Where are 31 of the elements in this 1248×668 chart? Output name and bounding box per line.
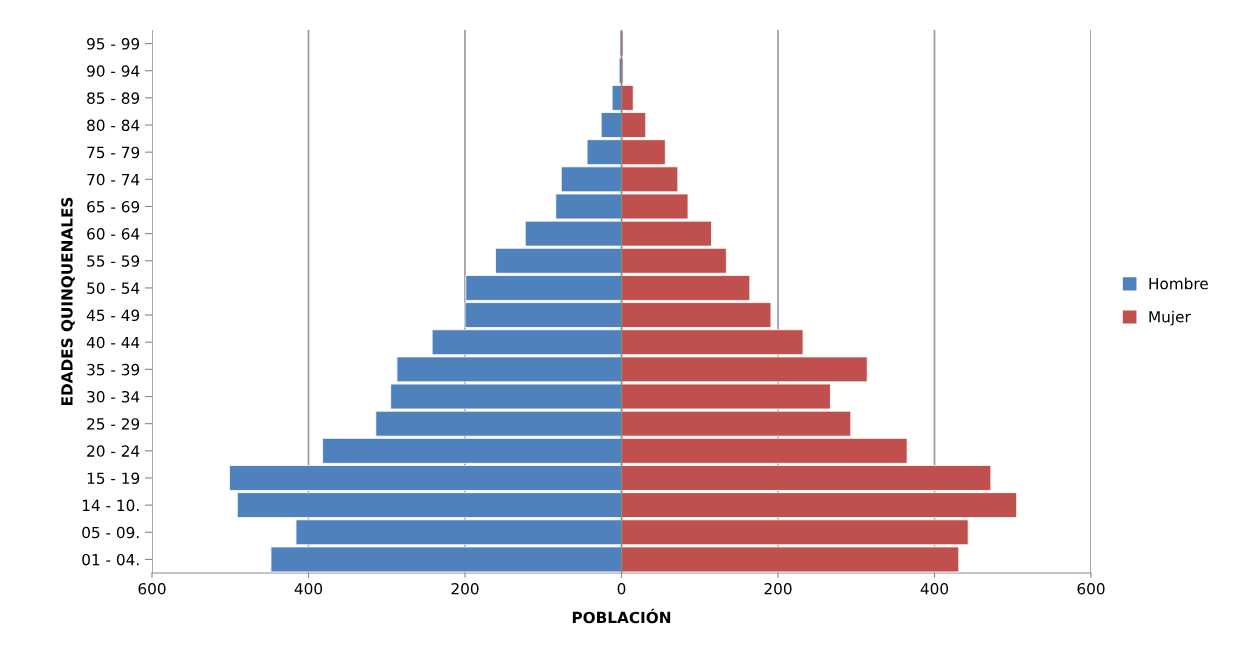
y-tick-label: 85 - 89 — [87, 92, 140, 104]
y-tick-label: 15 - 19 — [87, 472, 140, 484]
y-tick-label: 20 - 24 — [87, 445, 140, 457]
legend-label: Mujer — [1149, 310, 1191, 326]
x-tick-label: 0 — [617, 582, 626, 595]
legend-label: Hombre — [1149, 277, 1208, 290]
x-tick-label: 200 — [451, 582, 479, 595]
x-tick-label: 200 — [764, 582, 792, 595]
y-tick-label: 50 - 54 — [87, 282, 140, 294]
y-tick-label: 60 - 64 — [87, 228, 140, 240]
x-tick-label: 600 — [1077, 582, 1105, 595]
y-tick-label: 05 - 09. — [82, 526, 139, 539]
y-tick-label: 55 - 59 — [87, 255, 140, 267]
y-tick-label: 25 - 29 — [87, 418, 140, 430]
y-tick-label: 65 - 69 — [87, 200, 140, 213]
x-tick-label: 600 — [138, 582, 166, 595]
y-tick-label: 14 - 10. — [82, 499, 139, 512]
y-tick-label: 45 - 49 — [86, 309, 140, 322]
x-axis-title: POBLACIÓN — [572, 608, 671, 624]
y-tick-label: 01 - 04. — [82, 553, 139, 566]
y-tick-label: 40 - 44 — [86, 336, 140, 349]
y-tick-label: 70 - 74 — [87, 173, 140, 186]
y-tick-label: 35 - 39 — [87, 363, 140, 376]
y-tick-label: 75 - 79 — [87, 146, 140, 159]
y-tick-label: 30 - 34 — [87, 390, 140, 403]
y-tick-label: 90 - 94 — [87, 65, 140, 77]
y-tick-label: 80 - 84 — [87, 119, 140, 132]
x-tick-label: 400 — [294, 582, 323, 595]
y-axis-title: EDADES QUINQUENALES — [61, 197, 75, 406]
y-tick-label: 95 - 99 — [87, 38, 140, 50]
x-tick-label: 400 — [920, 582, 949, 595]
